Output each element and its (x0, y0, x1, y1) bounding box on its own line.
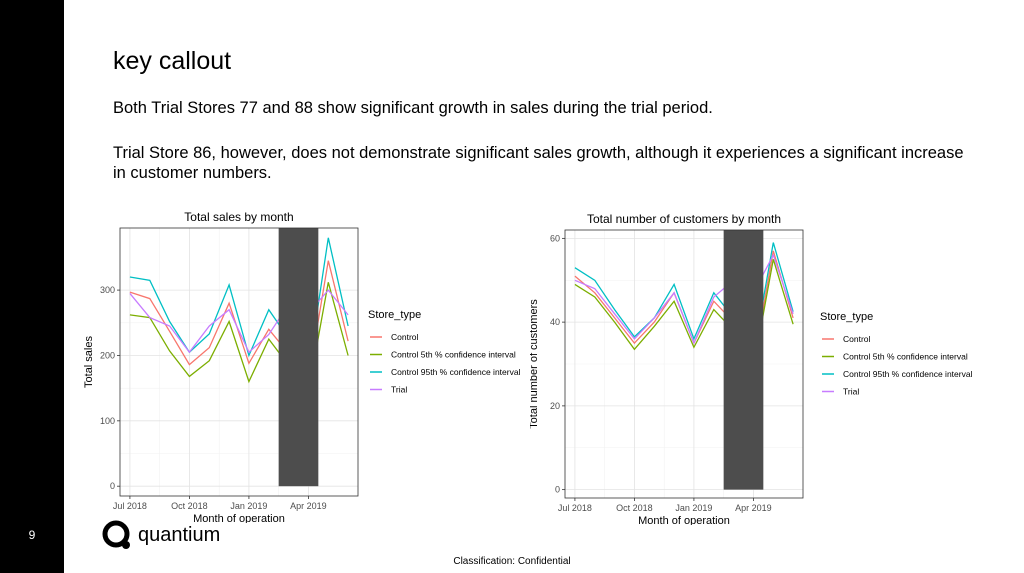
logo-text: quantium (138, 523, 221, 546)
x-tick-label: Jul 2018 (113, 501, 147, 511)
x-tick-label: Jul 2018 (558, 503, 592, 513)
quantium-logo-icon (102, 520, 130, 549)
y-tick-label: 20 (550, 401, 560, 411)
y-axis-label: Total sales (83, 336, 95, 388)
plot-panel (120, 228, 358, 496)
y-axis-label: Total number of customers (530, 299, 540, 429)
legend-label: Trial (391, 385, 407, 395)
slide-title: key callout (113, 47, 232, 75)
total-sales-chart: 0 100 200 300 Jul 2018 Oct 2018 Jan 2019 Apr 20… (83, 210, 521, 523)
left-sidebar-bar (0, 0, 64, 573)
y-tick-label: 100 (100, 416, 115, 426)
x-axis-label: Month of operation (638, 515, 730, 525)
legend-title: Store_type (368, 309, 421, 321)
callout-paragraph-1: Both Trial Stores 77 and 88 show signifi… (113, 99, 713, 117)
x-axis-label: Month of operation (193, 513, 285, 523)
x-tick-label: Jan 2019 (675, 503, 712, 513)
chart-title: Total sales by month (184, 210, 293, 224)
page-number: 9 (28, 528, 36, 542)
trial-period-shade (723, 230, 764, 490)
customers-chart: 0 20 40 60 Jul 2018 Oct 2018 Jan 2019 Apr 2019 T… (530, 212, 973, 525)
x-tick-label: Jan 2019 (230, 501, 267, 511)
callout-paragraph-2: Trial Store 86, however, does not demons… (113, 144, 964, 182)
plot-border (119, 227, 359, 497)
classification-label: Classification: Confidential (453, 556, 571, 567)
y-tick-label: 60 (550, 233, 560, 243)
legend-label: Control (391, 332, 419, 342)
x-tick-label: Oct 2018 (171, 501, 208, 511)
legend-label: Trial (843, 387, 859, 397)
y-tick-label: 40 (550, 317, 560, 327)
legend-label: Control 95th % confidence interval (843, 369, 973, 379)
x-tick-label: Apr 2019 (290, 501, 327, 511)
legend-label: Control (843, 334, 871, 344)
y-tick-label: 0 (110, 481, 115, 491)
quantium-logo: quantium (102, 520, 220, 550)
legend-label: Control 95th % confidence interval (391, 367, 521, 377)
y-tick-label: 0 (555, 485, 560, 495)
y-tick-label: 200 (100, 350, 115, 360)
legend-title: Store_type (820, 311, 873, 323)
x-tick-label: Oct 2018 (616, 503, 653, 513)
plot-border (564, 229, 804, 499)
x-tick-label: Apr 2019 (735, 503, 772, 513)
chart-title: Total number of customers by month (587, 212, 781, 226)
y-tick-label: 300 (100, 285, 115, 295)
legend-label: Control 5th % confidence interval (843, 352, 968, 362)
legend-label: Control 5th % confidence interval (391, 350, 516, 360)
trial-period-shade (278, 228, 319, 487)
